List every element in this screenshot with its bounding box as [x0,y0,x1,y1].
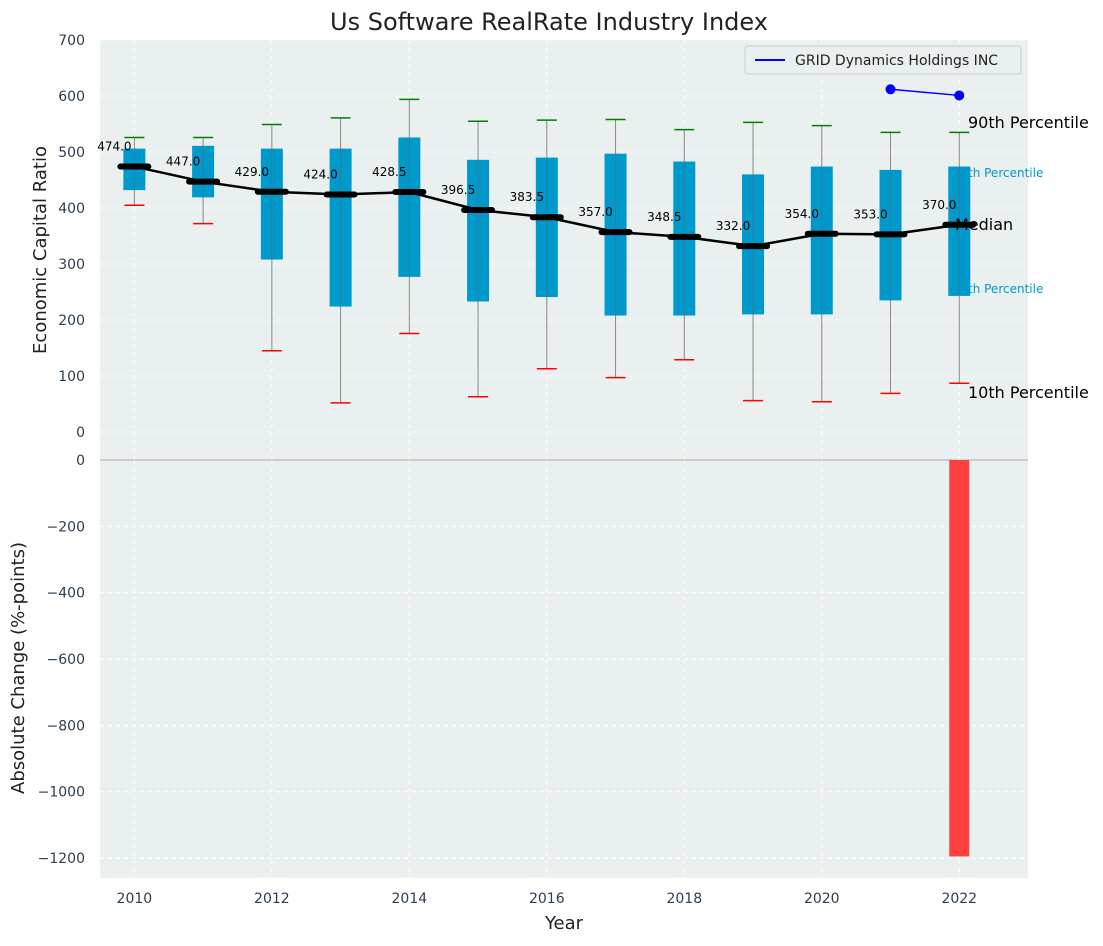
legend-label-company: GRID Dynamics Holdings INC [795,53,998,69]
bottom-y-axis-label: Absolute Change (%-points) [8,542,29,794]
median-value-label: 348.5 [647,210,681,224]
x-tick-label: 2020 [804,891,840,907]
x-tick-label: 2014 [392,891,428,907]
top-y-axis-label: Economic Capital Ratio [30,146,51,354]
percentile-annotations: 90th Percentile th Percentile Median th … [955,113,1089,402]
top-y-tick-labels: 0 100 200 300 400 500 600 700 [58,33,85,441]
annotation-10th-percentile: 10th Percentile [968,383,1089,402]
median-value-label: 447.0 [166,155,200,169]
legend-box [744,45,1022,75]
legend: GRID Dynamics Holdings INC [744,45,1022,75]
median-value-label: 383.5 [510,190,544,204]
y-tick-label: −600 [47,652,85,668]
y-tick-label: 0 [76,425,85,441]
y-tick-label: 400 [58,201,85,217]
box-plots [123,98,971,404]
annotation-25th-percentile: th Percentile [968,282,1043,296]
median-value-labels: 474.0 447.0 429.0 424.0 428.5 396.5 383.5 357.0… [97,140,956,234]
bottom-y-tick-labels: 0 −200 −400 −600 −800 −1000 −1200 [38,453,85,867]
change-bars [949,460,970,857]
x-tick-label: 2012 [254,891,290,907]
y-tick-label: −1200 [38,851,85,867]
x-tick-label: 2010 [117,891,153,907]
x-tick-label: 2022 [941,891,977,907]
median-value-label: 357.0 [578,205,612,219]
chart-title: Us Software RealRate Industry Index [330,8,768,36]
median-value-label: 424.0 [303,168,337,182]
x-axis-label: Year [544,913,584,934]
median-value-label: 354.0 [785,207,819,221]
annotation-90th-percentile: 90th Percentile [968,113,1089,132]
company-point [954,90,965,101]
bottom-plot-background [100,460,1028,878]
y-tick-label: 100 [58,369,85,385]
x-tick-labels: 2010 2012 2014 2016 2018 2020 2022 [117,891,978,907]
x-tick-label: 2018 [666,891,702,907]
y-tick-label: 300 [58,257,85,273]
y-tick-label: −1000 [38,785,85,801]
y-tick-label: 700 [58,33,85,49]
y-tick-label: 200 [58,313,85,329]
y-tick-label: −800 [47,718,85,734]
y-tick-label: −200 [47,519,85,535]
median-value-label: 429.0 [235,165,269,179]
median-value-label: 396.5 [441,183,475,197]
top-plot-background [100,40,1028,460]
median-value-label: 370.0 [922,198,956,212]
y-tick-label: 500 [58,145,85,161]
y-tick-label: 600 [58,89,85,105]
y-tick-label: 0 [76,453,85,469]
annotation-75th-percentile: th Percentile [968,166,1043,180]
company-series [885,84,965,101]
median-value-label: 428.5 [372,165,406,179]
median-value-label: 332.0 [716,219,750,233]
median-value-label: 353.0 [853,207,887,221]
company-point [885,84,896,95]
median-value-label: 474.0 [97,140,131,154]
x-tick-label: 2016 [529,891,565,907]
annotation-median: Median [955,215,1013,234]
company-line [890,88,960,97]
y-tick-label: −400 [47,586,85,602]
change-bar [949,460,970,857]
median-trend [117,163,977,250]
